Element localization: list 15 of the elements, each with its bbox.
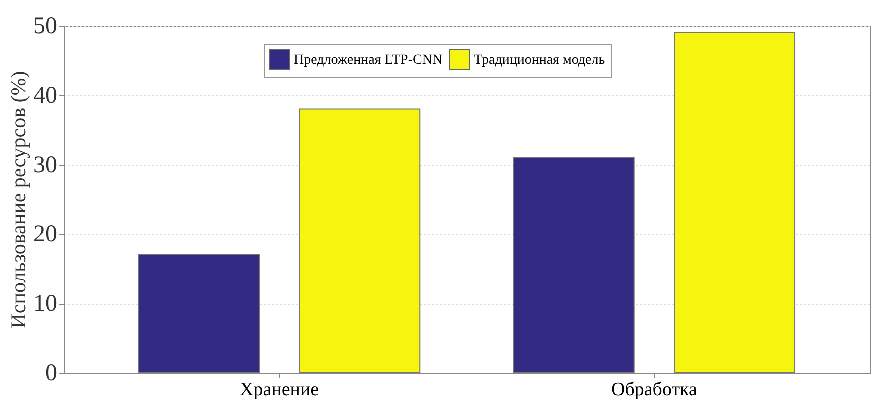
y-tick-label: 0: [46, 360, 58, 386]
bar: [674, 32, 796, 374]
legend-label: Традиционная модель: [474, 52, 606, 68]
y-tick-label: 10: [34, 291, 58, 318]
y-tick-label: 20: [34, 222, 58, 248]
legend-label: Предложенная LTP-CNN: [294, 52, 443, 68]
x-tick-label: Обработка: [611, 380, 698, 400]
bar: [513, 157, 635, 374]
y-tick-label: 40: [34, 82, 58, 109]
x-tick-label: Хранение: [240, 380, 320, 400]
bar: [299, 108, 421, 374]
bar: [138, 254, 260, 374]
y-tick-label: 50: [34, 14, 58, 40]
y-axis-title: Использование ресурсов (%): [6, 71, 30, 329]
y-tick-label: 30: [34, 152, 58, 178]
